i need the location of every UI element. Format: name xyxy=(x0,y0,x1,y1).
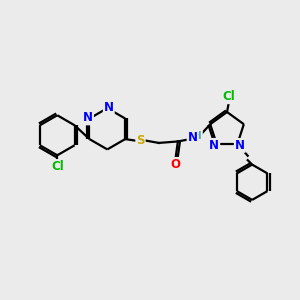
Text: H: H xyxy=(193,130,202,141)
Text: N: N xyxy=(209,139,219,152)
Text: O: O xyxy=(170,158,181,171)
Text: N: N xyxy=(235,139,245,152)
Text: N: N xyxy=(188,131,198,144)
Text: Cl: Cl xyxy=(222,90,235,103)
Text: N: N xyxy=(104,101,114,114)
Text: N: N xyxy=(83,111,93,124)
Text: Cl: Cl xyxy=(51,160,64,173)
Text: S: S xyxy=(136,134,145,147)
